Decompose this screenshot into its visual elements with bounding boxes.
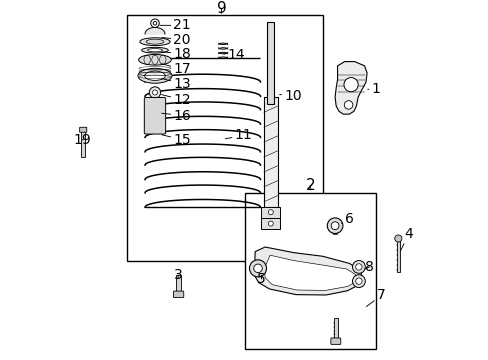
Circle shape	[150, 19, 159, 27]
Circle shape	[330, 222, 338, 230]
Bar	[261, 207, 280, 218]
Text: 13: 13	[162, 77, 191, 91]
Circle shape	[249, 260, 266, 277]
FancyBboxPatch shape	[144, 98, 165, 134]
Bar	[333, 318, 338, 339]
Ellipse shape	[147, 49, 162, 52]
Bar	[244, 193, 375, 349]
Circle shape	[344, 101, 352, 109]
Bar	[266, 22, 274, 104]
Circle shape	[253, 264, 262, 273]
Bar	[81, 131, 85, 157]
Text: 7: 7	[366, 288, 385, 307]
Text: 18: 18	[162, 47, 191, 61]
Text: 16: 16	[162, 109, 191, 122]
FancyBboxPatch shape	[173, 291, 183, 297]
Text: 3: 3	[173, 269, 182, 283]
Circle shape	[268, 221, 273, 226]
Text: 19: 19	[73, 133, 91, 147]
Ellipse shape	[138, 54, 171, 65]
Text: 1: 1	[367, 82, 380, 96]
Text: 12: 12	[162, 93, 191, 107]
Text: 14: 14	[224, 48, 245, 62]
FancyBboxPatch shape	[330, 338, 340, 345]
Circle shape	[355, 278, 361, 284]
Bar	[127, 15, 322, 261]
FancyBboxPatch shape	[80, 127, 86, 132]
Text: 6: 6	[341, 212, 353, 226]
Text: 5: 5	[257, 272, 265, 286]
Polygon shape	[264, 255, 355, 291]
Circle shape	[355, 264, 361, 270]
Ellipse shape	[140, 38, 170, 46]
Text: 10: 10	[279, 89, 301, 103]
Text: 11: 11	[225, 129, 252, 143]
Circle shape	[326, 218, 342, 234]
Circle shape	[343, 77, 357, 92]
Text: 21: 21	[160, 18, 191, 32]
Text: 20: 20	[162, 32, 190, 46]
Circle shape	[268, 210, 273, 215]
Polygon shape	[254, 247, 361, 295]
Circle shape	[352, 275, 365, 288]
Ellipse shape	[138, 68, 172, 83]
Ellipse shape	[144, 71, 165, 80]
Bar	[176, 275, 181, 292]
Bar	[333, 226, 336, 234]
Circle shape	[152, 90, 157, 95]
Text: 4: 4	[400, 227, 412, 251]
Ellipse shape	[146, 39, 163, 44]
Bar	[263, 97, 277, 207]
Circle shape	[153, 22, 157, 25]
Text: 2: 2	[305, 178, 314, 193]
Text: 17: 17	[162, 62, 191, 76]
Circle shape	[352, 261, 365, 273]
Bar	[396, 238, 399, 272]
Polygon shape	[334, 62, 366, 114]
Bar	[261, 218, 280, 229]
Circle shape	[149, 87, 161, 98]
Ellipse shape	[142, 48, 168, 53]
Text: 15: 15	[162, 133, 191, 147]
Text: 8: 8	[364, 260, 373, 274]
Text: 9: 9	[216, 1, 226, 16]
Circle shape	[394, 235, 401, 242]
